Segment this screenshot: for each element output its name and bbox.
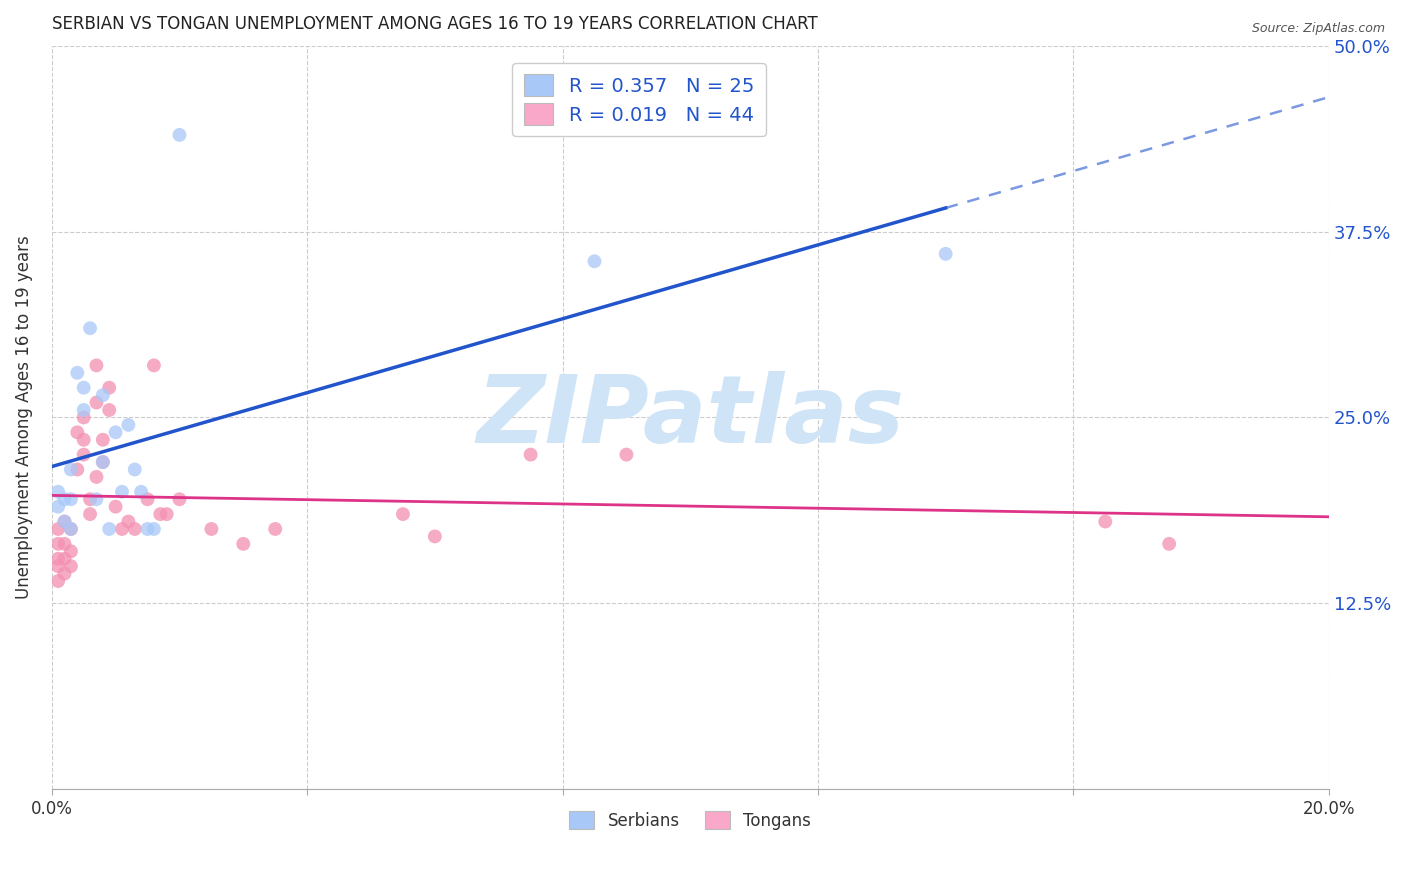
Point — [136, 522, 159, 536]
Point — [616, 448, 638, 462]
Point — [124, 522, 146, 536]
Point — [136, 492, 159, 507]
Point — [73, 410, 96, 425]
Point — [91, 455, 114, 469]
Point — [53, 515, 76, 529]
Point — [1094, 515, 1116, 529]
Point — [73, 403, 96, 417]
Point — [46, 500, 69, 514]
Point — [98, 522, 121, 536]
Point — [66, 366, 89, 380]
Point — [104, 500, 127, 514]
Point — [169, 128, 191, 142]
Point — [142, 522, 165, 536]
Point — [232, 537, 254, 551]
Point — [117, 417, 139, 432]
Point — [129, 484, 152, 499]
Point — [59, 522, 82, 536]
Point — [59, 462, 82, 476]
Point — [46, 574, 69, 588]
Point — [86, 470, 108, 484]
Point — [583, 254, 606, 268]
Point — [91, 455, 114, 469]
Point — [66, 425, 89, 440]
Point — [156, 507, 179, 521]
Point — [73, 448, 96, 462]
Point — [86, 395, 108, 409]
Point — [935, 247, 957, 261]
Point — [73, 381, 96, 395]
Text: Source: ZipAtlas.com: Source: ZipAtlas.com — [1251, 22, 1385, 36]
Text: SERBIAN VS TONGAN UNEMPLOYMENT AMONG AGES 16 TO 19 YEARS CORRELATION CHART: SERBIAN VS TONGAN UNEMPLOYMENT AMONG AGE… — [52, 15, 817, 33]
Legend: Serbians, Tongans: Serbians, Tongans — [562, 805, 818, 837]
Point — [392, 507, 415, 521]
Point — [142, 359, 165, 373]
Point — [46, 522, 69, 536]
Point — [98, 381, 121, 395]
Point — [53, 551, 76, 566]
Point — [264, 522, 287, 536]
Point — [53, 566, 76, 581]
Point — [53, 537, 76, 551]
Point — [117, 515, 139, 529]
Point — [124, 462, 146, 476]
Point — [46, 537, 69, 551]
Point — [104, 425, 127, 440]
Point — [53, 492, 76, 507]
Point — [111, 522, 134, 536]
Point — [98, 403, 121, 417]
Point — [73, 433, 96, 447]
Point — [66, 462, 89, 476]
Point — [91, 433, 114, 447]
Point — [519, 448, 541, 462]
Point — [149, 507, 172, 521]
Point — [79, 492, 101, 507]
Point — [46, 484, 69, 499]
Point — [91, 388, 114, 402]
Text: ZIPatlas: ZIPatlas — [477, 371, 904, 464]
Point — [79, 507, 101, 521]
Point — [423, 529, 446, 543]
Point — [59, 559, 82, 574]
Point — [1159, 537, 1181, 551]
Point — [53, 515, 76, 529]
Point — [59, 544, 82, 558]
Point — [46, 559, 69, 574]
Y-axis label: Unemployment Among Ages 16 to 19 years: Unemployment Among Ages 16 to 19 years — [15, 235, 32, 599]
Point — [169, 492, 191, 507]
Point — [111, 484, 134, 499]
Point — [59, 492, 82, 507]
Point — [79, 321, 101, 335]
Point — [46, 551, 69, 566]
Point — [86, 359, 108, 373]
Point — [200, 522, 222, 536]
Point — [86, 492, 108, 507]
Point — [59, 522, 82, 536]
